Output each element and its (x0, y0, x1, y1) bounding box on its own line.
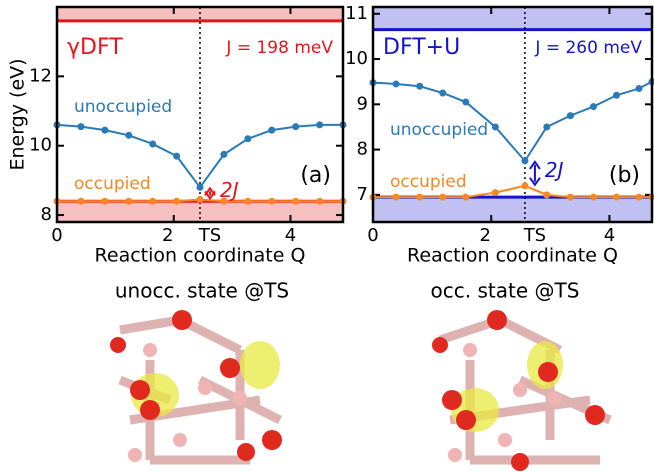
point (244, 198, 251, 205)
point (590, 103, 597, 110)
y-tick-label: 8 (357, 139, 368, 160)
point (567, 194, 574, 201)
y-axis-label: Energy (eV) (7, 58, 29, 170)
point (393, 80, 400, 87)
method-label: γDFT (67, 35, 123, 60)
point (613, 194, 620, 201)
point (244, 135, 251, 142)
series-label: occupied (390, 172, 467, 192)
point (77, 123, 84, 130)
point (149, 140, 156, 147)
point (101, 127, 108, 134)
point (416, 83, 423, 90)
y-tick-label: 8 (41, 204, 52, 225)
structure-left (110, 310, 295, 470)
x-tick-label: TS (523, 225, 546, 246)
point (521, 182, 528, 189)
point (590, 194, 597, 201)
panel-label: (b) (609, 163, 640, 188)
point (393, 194, 400, 201)
point (543, 123, 550, 130)
gap-label: 2J (220, 178, 239, 202)
method-label: DFT+U (383, 35, 460, 60)
point (567, 112, 574, 119)
point (149, 198, 156, 205)
point (197, 196, 204, 203)
point (316, 198, 323, 205)
y-tick-label: 10 (29, 135, 52, 156)
point (543, 191, 550, 198)
y-tick-label: 11 (345, 3, 368, 24)
point (462, 99, 469, 106)
point (173, 153, 180, 160)
x-tick-label: 0 (367, 225, 378, 246)
point (292, 123, 299, 130)
coupling-label: J = 260 meV (534, 38, 642, 58)
point (492, 123, 499, 130)
x-axis-label: Reaction coordinate Q (95, 245, 306, 267)
series-label: unoccupied (74, 97, 172, 117)
point (173, 198, 180, 205)
figure: unocc. state @TS occ. state @TS 0 2 TS 4 8 10… (0, 0, 654, 472)
point (439, 90, 446, 97)
point (125, 198, 132, 205)
point (613, 92, 620, 99)
point (316, 121, 323, 128)
point (416, 194, 423, 201)
y-tick-label: 9 (357, 93, 368, 114)
x-tick-label: TS (198, 225, 221, 246)
x-tick-label: 4 (285, 225, 296, 246)
point (635, 194, 642, 201)
point (101, 198, 108, 205)
series-label: occupied (74, 174, 151, 194)
point (268, 198, 275, 205)
x-tick-label: 2 (162, 225, 173, 246)
x-tick-label: 4 (604, 225, 615, 246)
panel-label: (a) (300, 163, 331, 188)
point (220, 151, 227, 158)
y-tick-label: 7 (357, 184, 368, 205)
point (492, 189, 499, 196)
point (197, 184, 204, 191)
point (268, 127, 275, 134)
coupling-label: J = 198 meV (225, 38, 333, 58)
point (462, 194, 469, 201)
structure-right (432, 310, 610, 471)
point (521, 157, 528, 164)
gap-label: 2J (545, 158, 564, 182)
x-tick-label: 0 (51, 225, 62, 246)
point (292, 198, 299, 205)
point (77, 198, 84, 205)
caption: unocc. state @TS (115, 279, 289, 303)
point (635, 85, 642, 92)
y-tick-label: 12 (29, 65, 52, 86)
series-label: unoccupied (390, 120, 488, 140)
point (125, 132, 132, 139)
caption: occ. state @TS (431, 279, 580, 303)
point (439, 194, 446, 201)
x-axis-label: Reaction coordinate Q (407, 245, 618, 267)
y-tick-label: 10 (345, 48, 368, 69)
x-tick-label: 2 (479, 225, 490, 246)
